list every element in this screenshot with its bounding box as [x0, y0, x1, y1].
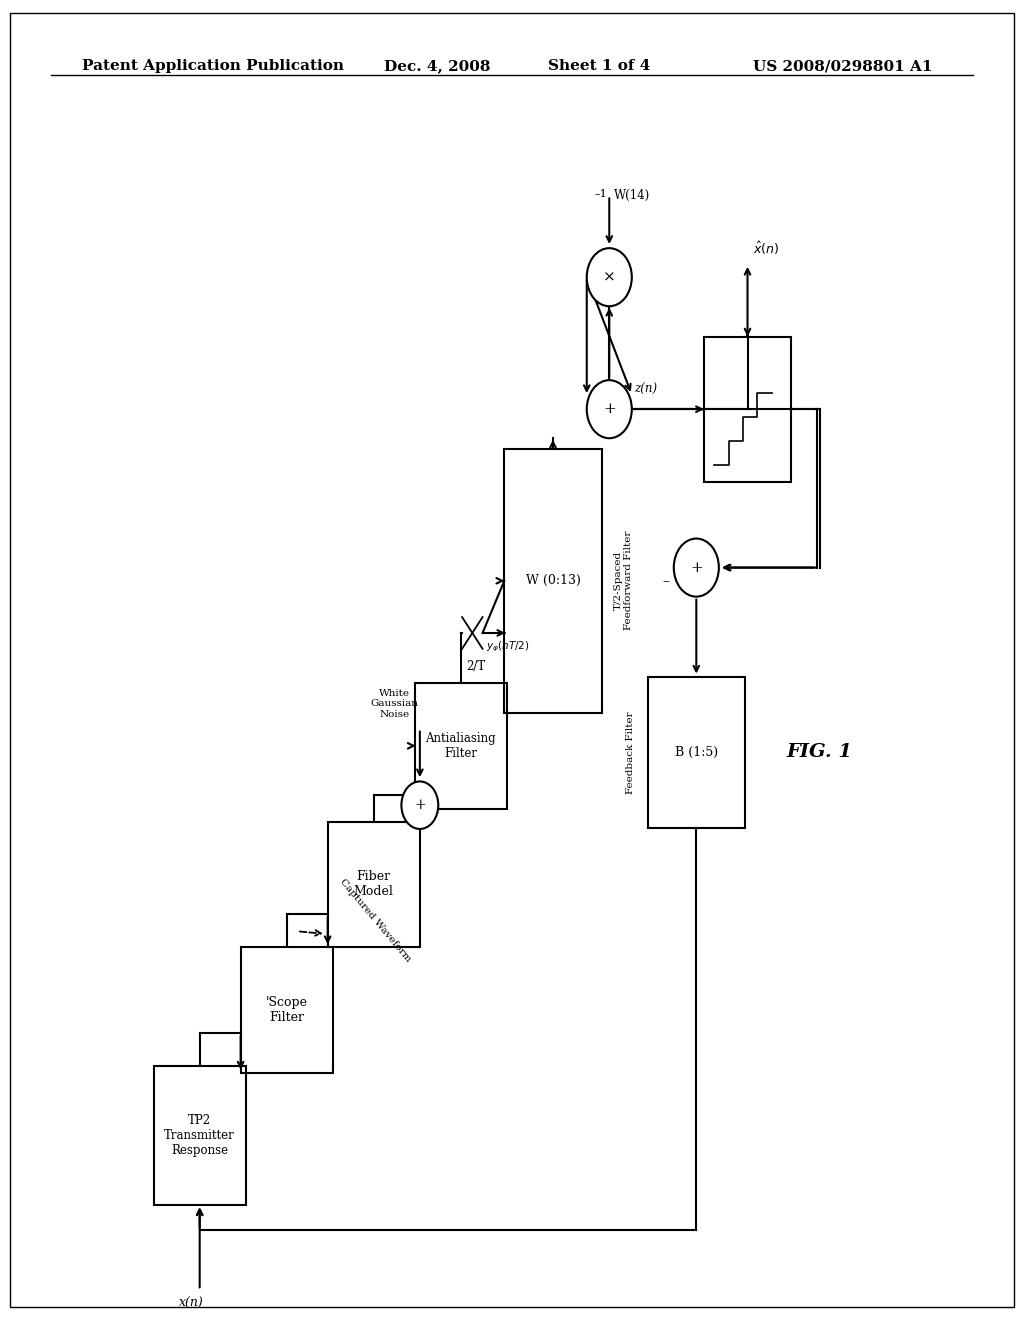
- Text: FIG. 1: FIG. 1: [786, 743, 852, 762]
- Text: +: +: [603, 403, 615, 416]
- Text: W (0:13): W (0:13): [525, 574, 581, 587]
- Text: $y_{\varphi}(nT/2)$: $y_{\varphi}(nT/2)$: [485, 640, 529, 653]
- Bar: [415, 682, 507, 808]
- Text: Captured Waveform: Captured Waveform: [338, 878, 413, 964]
- Text: x(n): x(n): [179, 1296, 204, 1309]
- Text: TP2
Transmitter
Response: TP2 Transmitter Response: [164, 1114, 236, 1156]
- Text: z(n): z(n): [634, 383, 657, 396]
- Text: ×: ×: [603, 271, 615, 284]
- Text: T/2-Spaced
Feedforward Filter: T/2-Spaced Feedforward Filter: [614, 531, 633, 631]
- Bar: [505, 449, 602, 713]
- Circle shape: [587, 248, 632, 306]
- Text: Patent Application Publication: Patent Application Publication: [82, 59, 344, 74]
- Circle shape: [587, 380, 632, 438]
- Bar: [154, 1067, 246, 1204]
- Bar: [241, 948, 333, 1072]
- Text: Feedback Filter: Feedback Filter: [627, 711, 635, 793]
- Text: $\hat{x}(n)$: $\hat{x}(n)$: [753, 240, 779, 257]
- Text: Dec. 4, 2008: Dec. 4, 2008: [384, 59, 490, 74]
- Text: +: +: [690, 561, 702, 574]
- Circle shape: [401, 781, 438, 829]
- Text: W(14): W(14): [614, 189, 650, 202]
- Text: –: –: [663, 574, 669, 587]
- Text: White
Gaussian
Noise: White Gaussian Noise: [371, 689, 418, 719]
- Text: 'Scope
Filter: 'Scope Filter: [265, 995, 308, 1024]
- Text: +: +: [414, 799, 426, 812]
- Text: Antialiasing
Filter: Antialiasing Filter: [426, 731, 496, 760]
- Text: B (1:5): B (1:5): [675, 746, 718, 759]
- Text: –1: –1: [595, 189, 607, 199]
- Text: Sheet 1 of 4: Sheet 1 of 4: [548, 59, 650, 74]
- Circle shape: [674, 539, 719, 597]
- Bar: [328, 821, 420, 948]
- Bar: [648, 676, 745, 829]
- Text: 2/T: 2/T: [466, 660, 485, 672]
- Bar: [705, 337, 791, 482]
- Text: US 2008/0298801 A1: US 2008/0298801 A1: [753, 59, 932, 74]
- Text: Fiber
Model: Fiber Model: [354, 870, 393, 899]
